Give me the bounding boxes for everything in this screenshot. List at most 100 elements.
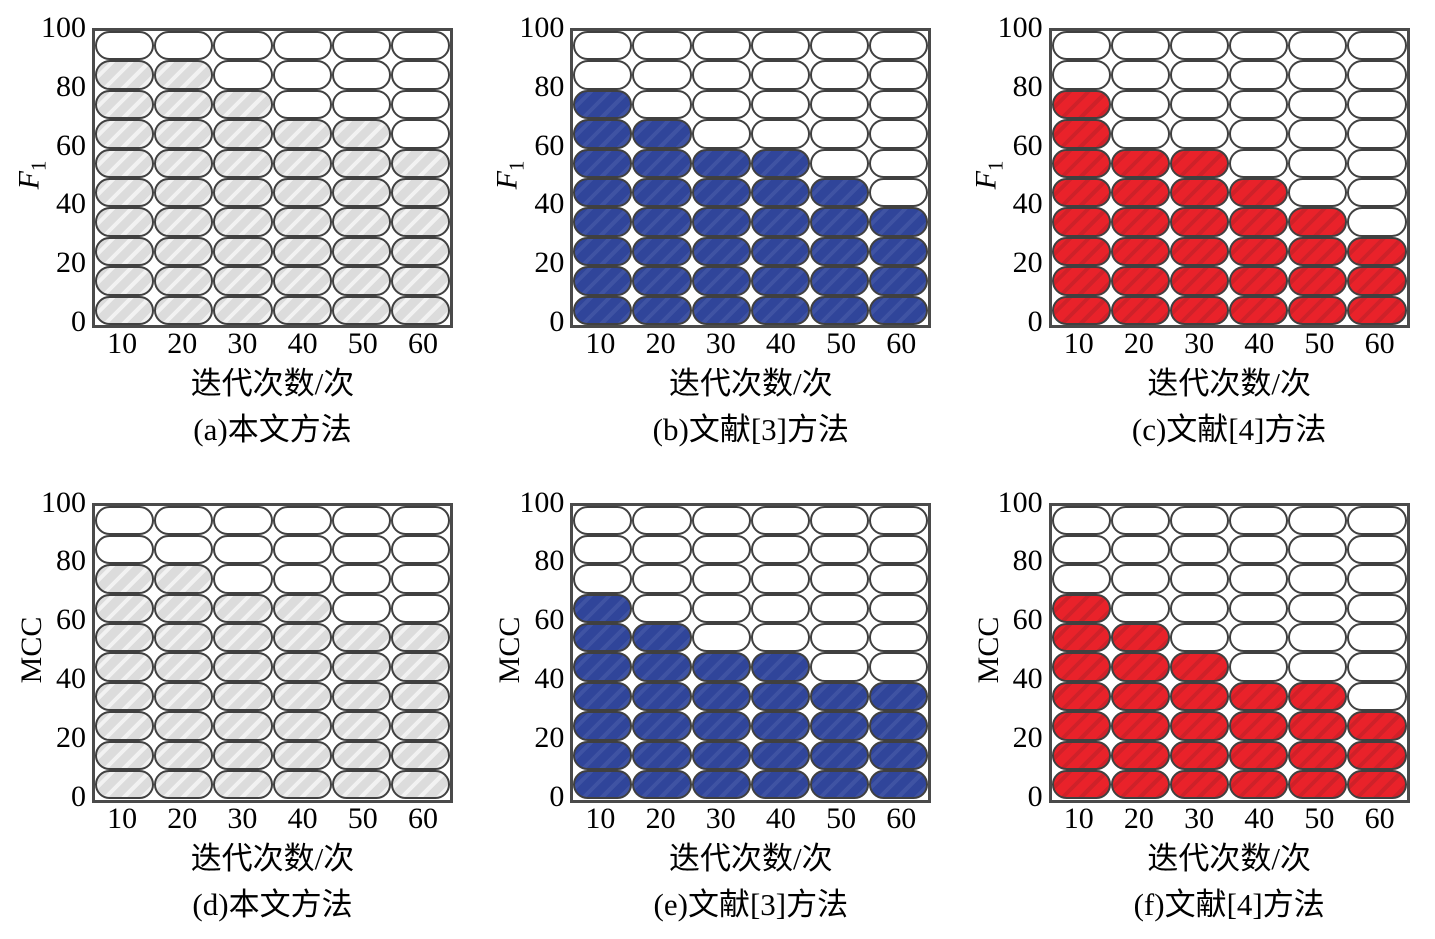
waffle-cell	[1169, 60, 1230, 90]
waffle-cell	[390, 711, 450, 741]
waffle-cell	[272, 534, 332, 565]
waffle-cell	[331, 505, 391, 535]
x-tick-label: 40	[287, 327, 318, 360]
waffle-cell	[809, 119, 870, 149]
waffle-cell	[573, 711, 633, 741]
plot-row: F1 0 20 40 60 80 100	[957, 13, 1435, 337]
waffle-cell	[1229, 505, 1289, 535]
waffle-cell	[573, 177, 633, 208]
waffle-cell	[1110, 266, 1170, 296]
waffle-cell	[1229, 31, 1289, 61]
y-tick-label: 60	[534, 603, 565, 637]
waffle-cell	[154, 770, 214, 800]
y-axis: MCC 0 20 40 60 80 100	[478, 487, 570, 811]
waffle-cell	[1288, 652, 1348, 682]
waffle-cell	[1288, 207, 1348, 237]
waffle-cell	[691, 266, 751, 296]
waffle-cell	[154, 148, 214, 178]
waffle-cell	[1288, 236, 1348, 267]
x-axis-ticks: 10 20 30 40 50 60	[570, 327, 931, 360]
waffle-cell	[809, 207, 870, 237]
y-tick-label: 100	[519, 485, 565, 519]
waffle-cell	[1110, 31, 1170, 61]
x-tick-label: 50	[347, 801, 378, 835]
x-axis-label: 迭代次数/次	[190, 840, 355, 876]
waffle-cell	[750, 770, 810, 800]
waffle-cell	[573, 593, 633, 624]
waffle-cell	[1229, 770, 1289, 800]
waffle-cell	[331, 148, 391, 178]
waffle-cell	[1347, 266, 1407, 296]
waffle-cell	[154, 119, 214, 149]
waffle-cell	[95, 534, 155, 565]
waffle-cell	[272, 177, 332, 208]
waffle-cell	[1051, 711, 1111, 741]
waffle-cell	[1110, 593, 1170, 624]
waffle-cell	[869, 652, 929, 682]
waffle-cell	[95, 148, 155, 178]
waffle-cell	[1347, 770, 1407, 800]
x-tick-label: 50	[1304, 801, 1335, 835]
waffle-cell	[272, 207, 332, 237]
waffle-cell	[1347, 623, 1407, 653]
waffle-cell	[1288, 119, 1348, 149]
y-tick-label: 100	[41, 11, 86, 44]
waffle-cell	[213, 534, 273, 565]
waffle-cell	[272, 266, 332, 296]
waffle-cell	[272, 652, 332, 682]
waffle-cell	[1110, 623, 1170, 653]
waffle-cell	[809, 177, 870, 208]
waffle-cell	[1229, 207, 1289, 237]
waffle-cell	[1288, 740, 1348, 771]
waffle-cell	[750, 60, 810, 90]
waffle-cell	[1347, 593, 1407, 624]
y-tick-label: 100	[997, 11, 1043, 44]
waffle-cell	[1051, 652, 1111, 682]
waffle-cell	[1288, 534, 1348, 565]
waffle-cell	[632, 177, 692, 208]
waffle-cell	[691, 177, 751, 208]
y-tick-label: 40	[56, 187, 86, 221]
y-tick-label: 0	[549, 305, 565, 338]
chart-caption: (c)文献[4]方法	[1131, 412, 1327, 448]
y-tick-label: 40	[1012, 661, 1043, 695]
waffle-cell	[1347, 207, 1407, 237]
waffle-cell	[154, 207, 214, 237]
waffle-cell	[869, 148, 929, 178]
waffle-cell	[213, 207, 273, 237]
x-tick-label: 30	[227, 801, 258, 835]
waffle-cell	[390, 31, 450, 61]
waffle-cell	[1288, 177, 1348, 208]
waffle-cell	[1347, 148, 1407, 178]
waffle-cell	[1051, 207, 1111, 237]
waffle-cell	[1229, 177, 1289, 208]
waffle-cell	[1229, 711, 1289, 741]
y-tick-label: 20	[56, 720, 86, 754]
waffle-cell	[95, 207, 155, 237]
waffle-cell	[809, 681, 870, 712]
waffle-cell	[213, 236, 273, 267]
waffle-cell	[213, 295, 273, 325]
waffle-cell	[272, 295, 332, 325]
waffle-cell	[691, 711, 751, 741]
waffle-cell	[213, 119, 273, 149]
x-axis-label: 迭代次数/次	[190, 366, 355, 401]
waffle-cell	[1169, 770, 1230, 800]
waffle-cell	[1288, 148, 1348, 178]
waffle-cell	[809, 60, 870, 90]
waffle-cell	[1347, 711, 1407, 741]
y-tick-label: 60	[56, 603, 86, 637]
waffle-cell	[1347, 60, 1407, 90]
waffle-cell	[809, 31, 870, 61]
waffle-cell	[573, 770, 633, 800]
x-tick-label: 60	[407, 327, 438, 360]
waffle-cell	[1169, 177, 1230, 208]
waffle-cell	[691, 681, 751, 712]
x-tick-label: 10	[1063, 801, 1094, 835]
waffle-cell	[809, 711, 870, 741]
waffle-cell	[809, 534, 870, 565]
y-tick-label: 40	[1012, 187, 1043, 221]
waffle-cell	[750, 177, 810, 208]
x-tick-label: 30	[705, 801, 736, 835]
waffle-cell	[1169, 652, 1230, 682]
